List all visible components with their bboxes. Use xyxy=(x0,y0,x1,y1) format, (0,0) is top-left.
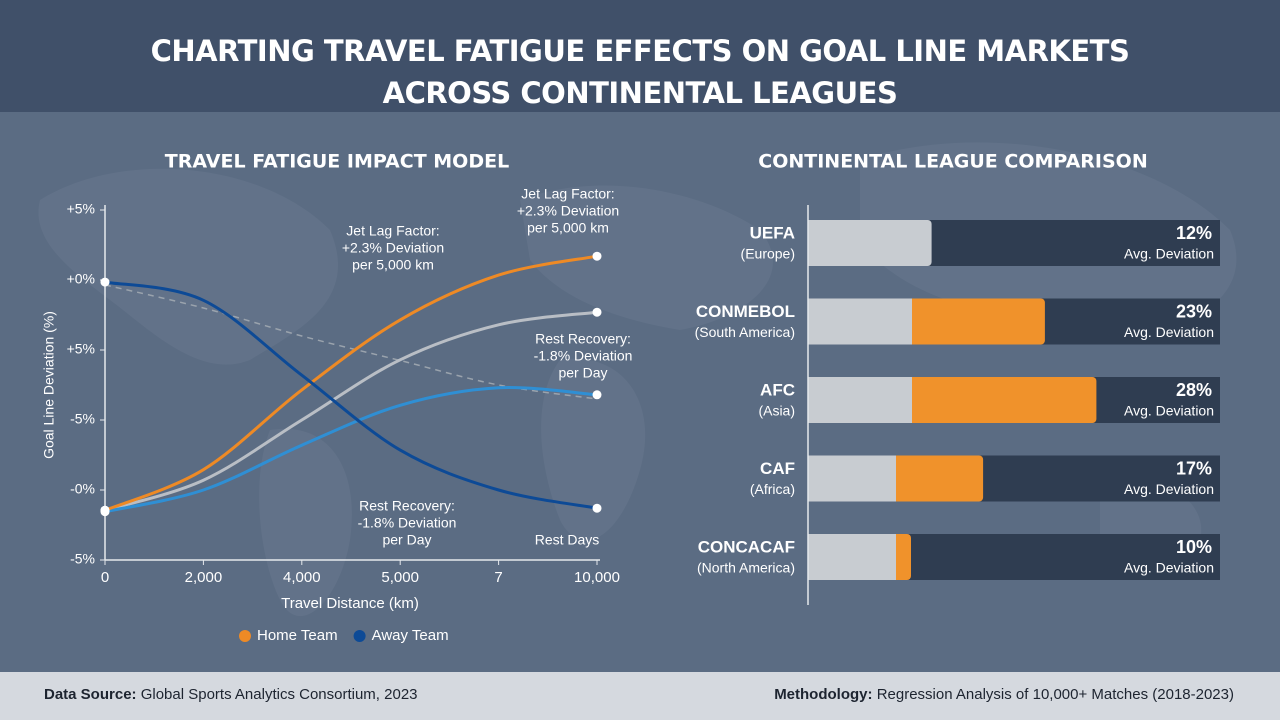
value-caption: Avg. Deviation xyxy=(1124,560,1214,576)
bar-highlight xyxy=(808,455,896,502)
page-title: CHARTING TRAVEL FATIGUE EFFECTS ON GOAL … xyxy=(150,34,1130,110)
end-point xyxy=(100,505,110,515)
value-caption: Avg. Deviation xyxy=(1124,324,1214,340)
end-point xyxy=(592,251,602,261)
value-label: 17% xyxy=(1176,458,1212,478)
y-tick-label: +5% xyxy=(67,201,95,217)
method-text: Regression Analysis of 10,000+ Matches (… xyxy=(876,686,1234,703)
charts: TRAVEL FATIGUE IMPACT MODEL +5% +0% +5% -5% -… xyxy=(40,150,1220,644)
annotation: Rest Recovery: xyxy=(359,498,455,514)
bar-highlight xyxy=(808,534,896,580)
y-tick-label: -5% xyxy=(70,411,95,427)
footer: Data Source: Global Sports Analytics Con… xyxy=(0,672,1280,720)
category-label: AFC xyxy=(760,380,795,399)
category-sublabel: (Asia) xyxy=(758,403,795,419)
annotation: per 5,000 km xyxy=(527,220,609,236)
banner xyxy=(0,0,1280,112)
series-line xyxy=(104,280,598,510)
y-tick-label: +5% xyxy=(67,341,95,357)
chart-title: TRAVEL FATIGUE IMPACT MODEL xyxy=(165,151,509,173)
method-note: Methodology: Regression Analysis of 10,0… xyxy=(774,686,1234,703)
category-sublabel: (Africa) xyxy=(750,481,795,497)
y-tick-label: -5% xyxy=(70,551,95,567)
y-tick-label: +0% xyxy=(67,271,95,287)
annotation: +2.3% Deviation xyxy=(517,203,619,219)
annotation: per Day xyxy=(382,532,431,548)
end-point xyxy=(592,503,602,513)
annotation: Jet Lag Factor: xyxy=(346,223,439,239)
series-line xyxy=(104,254,598,512)
series-line xyxy=(104,310,598,512)
value-caption: Avg. Deviation xyxy=(1124,246,1214,262)
value-caption: Avg. Deviation xyxy=(1124,403,1214,419)
series-line xyxy=(104,386,598,514)
category-label: CONMEBOL xyxy=(696,302,795,321)
bar-highlight xyxy=(808,298,912,345)
series-line xyxy=(104,284,598,400)
annotation: Rest Recovery: xyxy=(535,331,631,347)
annotation: per 5,000 km xyxy=(352,257,434,273)
legend-label: Home Team xyxy=(257,627,338,644)
x-tick-label: 5,000 xyxy=(381,569,419,586)
source-text: Global Sports Analytics Consortium, 2023 xyxy=(140,686,418,703)
end-point xyxy=(592,390,602,400)
y-tick-label: -0% xyxy=(70,481,95,497)
method-label: Methodology: xyxy=(774,686,873,703)
category-sublabel: (North America) xyxy=(697,560,795,576)
legend-label: Away Team xyxy=(372,627,449,644)
category-label: CAF xyxy=(760,459,795,478)
annotation: Jet Lag Factor: xyxy=(521,186,614,202)
x-axis-label: Travel Distance (km) xyxy=(281,595,419,612)
bar-highlight xyxy=(808,220,912,266)
legend-swatch xyxy=(353,630,366,642)
chart-title: CONTINENTAL LEAGUE COMPARISON xyxy=(758,151,1147,173)
category-label: CONCACAF xyxy=(698,537,795,556)
x-tick-label: 4,000 xyxy=(283,569,321,586)
annotation: per Day xyxy=(558,365,607,381)
end-point xyxy=(100,277,110,287)
source-label: Data Source: xyxy=(44,686,137,703)
x-tick-label: 2,000 xyxy=(185,569,223,586)
category-sublabel: (South America) xyxy=(695,324,795,340)
end-point xyxy=(592,307,602,317)
bar-highlight xyxy=(808,377,912,423)
value-label: 12% xyxy=(1176,223,1212,243)
x-tick-label: 0 xyxy=(101,569,109,586)
legend-swatch xyxy=(239,630,251,642)
x-tick-label: 10,000 xyxy=(574,569,620,586)
y-axis-label: Goal Line Deviation (%) xyxy=(41,311,57,459)
x-tick-label: 7 xyxy=(494,569,502,586)
source-note: Data Source: Global Sports Analytics Con… xyxy=(44,686,418,703)
value-caption: Avg. Deviation xyxy=(1124,481,1214,497)
category-label: UEFA xyxy=(750,223,795,242)
value-label: 28% xyxy=(1176,380,1212,400)
value-label: 23% xyxy=(1176,301,1212,321)
value-label: 10% xyxy=(1176,537,1212,557)
annotation: -1.8% Deviation xyxy=(534,348,633,364)
category-sublabel: (Europe) xyxy=(741,246,795,262)
annotation: +2.3% Deviation xyxy=(342,240,444,256)
annotation: -1.8% Deviation xyxy=(358,515,457,531)
annotation: Rest Days xyxy=(535,532,600,548)
